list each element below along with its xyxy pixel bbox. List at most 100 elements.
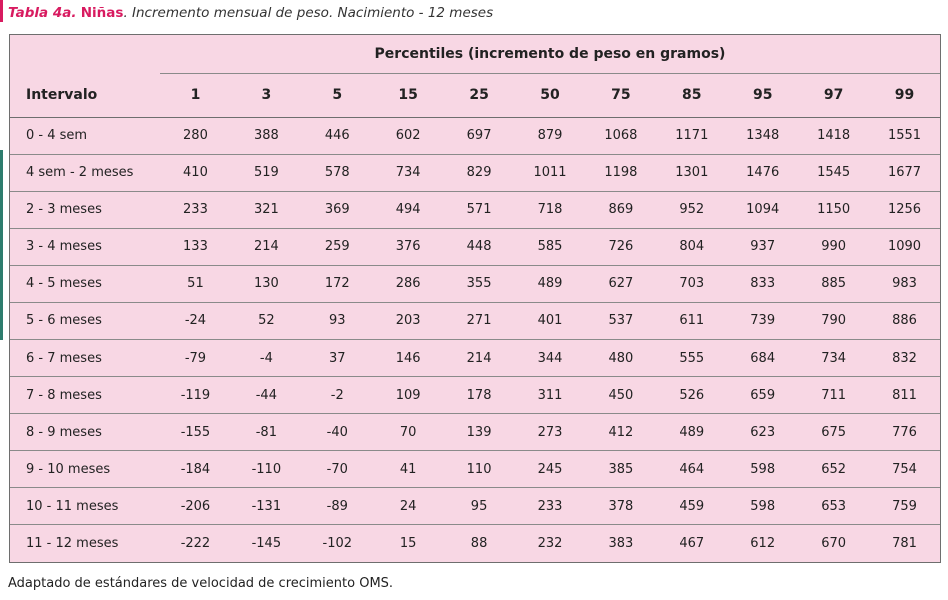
value-cell: -4 xyxy=(230,339,302,378)
value-cell: 383 xyxy=(608,536,634,552)
value-cell: 311 xyxy=(514,376,586,415)
value-cell: 703 xyxy=(656,265,728,303)
value-cell: 376 xyxy=(372,228,444,266)
value-cell: 585 xyxy=(514,228,586,266)
value-cell: 480 xyxy=(585,339,657,378)
percentile-table-container: Percentiles (incremento de peso en gramo… xyxy=(9,34,941,563)
value-cell: 41 xyxy=(372,450,444,489)
table-row: 0 - 4 sem 280 388 446 602 697 879 1068 1171 1348 1… xyxy=(10,117,940,155)
value-cell: 829 xyxy=(443,154,515,192)
value-cell: -206 xyxy=(160,487,231,526)
value-cell: 378 xyxy=(585,487,657,526)
value-cell: 718 xyxy=(514,191,586,229)
value-cell: 832 xyxy=(869,339,940,378)
percentile-column-header: 99 xyxy=(869,73,940,118)
value-cell: 410 xyxy=(160,154,231,192)
value-cell: 385 xyxy=(585,450,657,489)
value-cell: 1256 xyxy=(869,191,940,229)
source-footnote: Adaptado de estándares de velocidad de c… xyxy=(8,576,394,591)
value-cell: 369 xyxy=(301,191,373,229)
value-cell: 95 xyxy=(443,487,515,526)
value-cell: 1348 xyxy=(727,117,799,155)
value-cell: 937 xyxy=(727,228,799,266)
value-cell: 446 xyxy=(301,117,373,155)
value-cell: 759 xyxy=(869,487,940,526)
value-cell: 990 xyxy=(798,228,870,266)
value-cell: 653 xyxy=(798,487,870,526)
interval-cell: 0 - 4 sem xyxy=(10,117,160,155)
table-row: 6 - 7 meses -79 -4 37 146 214 344 480 555 684 734 8… xyxy=(10,339,940,378)
value-cell: 233 xyxy=(514,487,586,526)
value-cell: 178 xyxy=(443,376,515,415)
table-row: 10 - 11 meses -206 -131 -89 24 95 233 378 459 598… xyxy=(10,487,940,526)
interval-cell: 11 - 12 meses xyxy=(26,536,119,552)
value-cell: 1171 xyxy=(656,117,728,155)
value-cell: 598 xyxy=(727,487,799,526)
value-cell: 203 xyxy=(372,302,444,340)
value-cell: 233 xyxy=(160,191,231,229)
value-cell: 1418 xyxy=(798,117,870,155)
value-cell: 1545 xyxy=(798,154,870,192)
value-cell: 952 xyxy=(656,191,728,229)
value-cell: 697 xyxy=(443,117,515,155)
table-body: 0 - 4 sem 280 388 446 602 697 879 1068 1171 1348 1… xyxy=(10,117,940,562)
value-cell: -184 xyxy=(160,450,231,489)
interval-cell: 3 - 4 meses xyxy=(10,228,160,266)
table-caption: Tabla 4a. Niñas. Incremento mensual de p… xyxy=(8,3,493,25)
value-cell: 1094 xyxy=(727,191,799,229)
value-cell: 467 xyxy=(679,536,705,552)
table-row: 9 - 10 meses -184 -110 -70 41 110 245 385 464 598… xyxy=(10,450,940,489)
value-cell: -110 xyxy=(230,450,302,489)
value-cell: 726 xyxy=(585,228,657,266)
value-cell: -2 xyxy=(301,376,373,415)
value-cell: 321 xyxy=(230,191,302,229)
value-cell: 412 xyxy=(585,413,657,452)
value-cell: 52 xyxy=(230,302,302,340)
table-row: 5 - 6 meses -24 52 93 203 271 401 537 611 739 790 8… xyxy=(10,302,940,340)
value-cell: 734 xyxy=(798,339,870,378)
value-cell: 344 xyxy=(514,339,586,378)
value-cell: 869 xyxy=(585,191,657,229)
value-cell: 627 xyxy=(585,265,657,303)
value-cell: 612 xyxy=(750,536,776,552)
value-cell: 280 xyxy=(160,117,231,155)
value-cell: 232 xyxy=(537,536,563,552)
value-cell: 623 xyxy=(727,413,799,452)
value-cell: 146 xyxy=(372,339,444,378)
value-cell: 110 xyxy=(443,450,515,489)
caption-number: Tabla 4a. xyxy=(8,5,77,21)
interval-cell: 4 sem - 2 meses xyxy=(10,154,160,192)
value-cell: 459 xyxy=(656,487,728,526)
value-cell: 804 xyxy=(656,228,728,266)
value-cell: 448 xyxy=(443,228,515,266)
value-cell: 754 xyxy=(869,450,940,489)
value-cell: 464 xyxy=(656,450,728,489)
percentile-column-header: 25 xyxy=(443,73,515,118)
value-cell: 659 xyxy=(727,376,799,415)
value-cell: 598 xyxy=(727,450,799,489)
value-cell: 489 xyxy=(656,413,728,452)
value-cell: 139 xyxy=(443,413,515,452)
value-cell: 172 xyxy=(301,265,373,303)
value-cell: 450 xyxy=(585,376,657,415)
value-cell: 133 xyxy=(160,228,231,266)
value-cell: 286 xyxy=(372,265,444,303)
value-cell: 879 xyxy=(514,117,586,155)
caption-subject: Niñas xyxy=(80,5,124,21)
table-row: 4 sem - 2 meses 410 519 578 734 829 1011 1198 13… xyxy=(10,154,940,192)
value-cell: 885 xyxy=(798,265,870,303)
interval-cell: 5 - 6 meses xyxy=(10,302,160,340)
value-cell: 734 xyxy=(372,154,444,192)
value-cell: 93 xyxy=(301,302,373,340)
value-cell: 776 xyxy=(869,413,940,452)
value-cell: 15 xyxy=(399,536,417,552)
value-cell: 109 xyxy=(372,376,444,415)
value-cell: -24 xyxy=(160,302,231,340)
value-cell: -145 xyxy=(251,536,282,552)
percentile-column-header: 85 xyxy=(656,73,728,118)
interval-cell: 2 - 3 meses xyxy=(10,191,160,229)
percentile-column-header: 1 xyxy=(160,73,231,118)
value-cell: 739 xyxy=(727,302,799,340)
value-cell: -119 xyxy=(160,376,231,415)
